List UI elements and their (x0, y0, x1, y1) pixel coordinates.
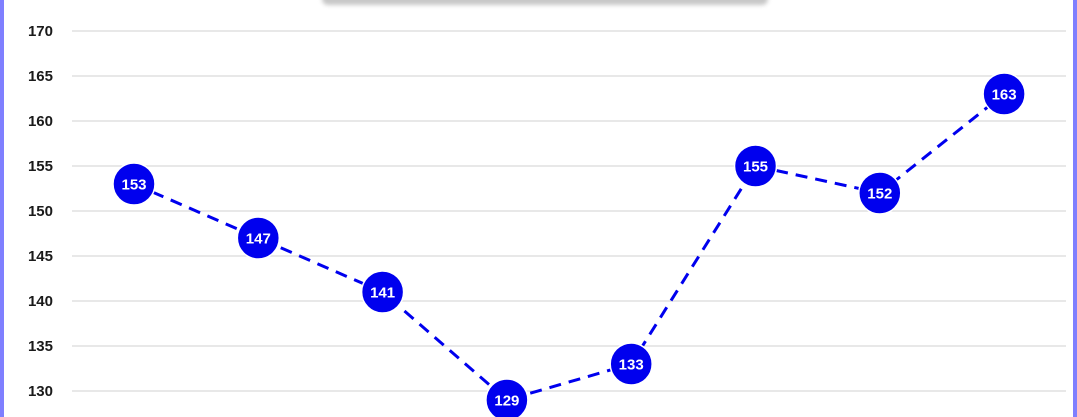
chart-title-obscured (322, 0, 768, 5)
point-value-label: 141 (370, 285, 395, 302)
point-value-label: 163 (992, 87, 1017, 104)
y-tick-label: 145 (28, 248, 53, 265)
point-marker (112, 162, 156, 206)
data-point: 133 (609, 342, 653, 386)
data-point: 141 (360, 270, 405, 314)
y-axis: 130 135 140 145 150 155 160 165 170 (28, 23, 53, 400)
point-value-label: 153 (121, 177, 146, 194)
point-marker (609, 342, 653, 386)
point-marker (733, 144, 778, 188)
data-points: 153 147 141 129 133 155 152 163 (112, 72, 1026, 417)
data-point: 129 (485, 378, 529, 417)
point-value-label: 133 (619, 357, 644, 374)
y-tick-label: 140 (28, 293, 53, 310)
point-marker (236, 216, 281, 260)
y-tick-label: 155 (28, 158, 53, 175)
data-point: 153 (112, 162, 156, 206)
point-value-label: 129 (494, 393, 519, 410)
data-point: 147 (236, 216, 281, 260)
y-tick-label: 160 (28, 113, 53, 130)
line-chart: 130 135 140 145 150 155 160 165 170 153 147 141 129… (28, 23, 1066, 417)
point-marker (360, 270, 405, 314)
point-value-label: 147 (246, 231, 271, 248)
data-point: 163 (982, 72, 1026, 116)
data-point: 155 (733, 144, 778, 188)
y-tick-label: 130 (28, 383, 53, 400)
point-value-label: 152 (867, 186, 892, 203)
point-marker (982, 72, 1026, 116)
data-point: 152 (858, 171, 902, 215)
point-value-label: 155 (743, 159, 768, 176)
y-tick-label: 170 (28, 23, 53, 40)
y-tick-label: 165 (28, 68, 53, 85)
y-tick-label: 150 (28, 203, 53, 220)
point-marker (485, 378, 529, 417)
gridlines (72, 30, 1066, 392)
y-tick-label: 135 (28, 338, 53, 355)
point-marker (858, 171, 902, 215)
